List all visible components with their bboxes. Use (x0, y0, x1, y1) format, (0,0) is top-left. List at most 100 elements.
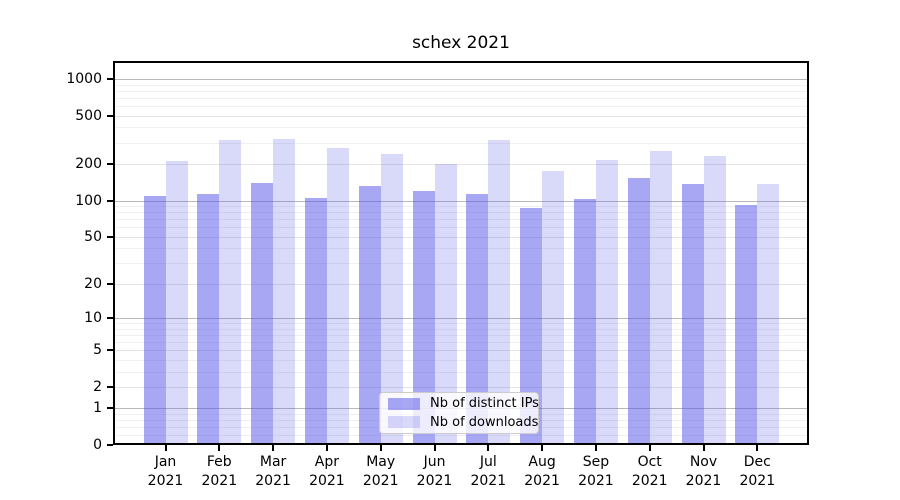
x-tick-label-nov-2021: Nov 2021 (685, 454, 722, 489)
y-tick-label-1: 1 (93, 400, 102, 417)
y-tick-label-500: 500 (75, 107, 102, 124)
y-tick-mark-20 (107, 282, 113, 285)
y-tick-label-5: 5 (93, 342, 102, 359)
gridline-1000 (113, 78, 809, 80)
y-tick-mark-1 (107, 407, 113, 410)
y-tick-label-200: 200 (75, 156, 102, 172)
bar-nb-of-distinct-ips-jan-2021 (143, 195, 166, 445)
x-tick-mark-dec-2021 (756, 445, 759, 451)
gridline-900 (113, 84, 809, 86)
bar-nb-of-distinct-ips-aug-2021 (520, 208, 543, 445)
x-tick-label-jan-2021: Jan 2021 (147, 454, 184, 489)
gridline-80 (113, 212, 809, 214)
gridline-10 (113, 318, 809, 319)
x-tick-mark-feb-2021 (218, 445, 221, 451)
bar-nb-of-downloads-feb-2021 (219, 139, 242, 445)
gridline-40 (113, 248, 809, 250)
gridline-800 (113, 90, 809, 92)
gridline-30 (113, 263, 809, 265)
bar-nb-of-downloads-jan-2021 (165, 160, 188, 445)
bar-nb-of-downloads-jul-2021 (488, 139, 511, 445)
y-tick-label-2: 2 (93, 378, 102, 395)
gridline-400 (113, 127, 809, 129)
x-tick-mark-jan-2021 (164, 445, 167, 451)
x-tick-label-jun-2021: Jun 2021 (416, 454, 453, 489)
bar-nb-of-distinct-ips-apr-2021 (304, 197, 327, 445)
bar-nb-of-distinct-ips-nov-2021 (681, 183, 704, 445)
bar-nb-of-downloads-dec-2021 (757, 184, 780, 445)
y-tick-label-1000: 1000 (66, 70, 102, 87)
x-tick-mark-apr-2021 (325, 445, 328, 451)
x-tick-mark-may-2021 (379, 445, 382, 451)
bar-nb-of-distinct-ips-mar-2021 (251, 183, 274, 445)
bar-nb-of-downloads-mar-2021 (273, 138, 296, 445)
y-tick-mark-200 (107, 163, 113, 165)
gridline-9 (113, 323, 809, 324)
gridline-50 (113, 236, 809, 238)
bar-nb-of-distinct-ips-dec-2021 (735, 205, 758, 445)
chart-title: schex 2021 (412, 33, 510, 53)
legend-row-downloads: Nb of downloads (388, 415, 538, 431)
x-tick-mark-mar-2021 (272, 445, 275, 451)
x-tick-mark-jun-2021 (433, 445, 436, 451)
x-tick-label-dec-2021: Dec 2021 (739, 454, 776, 489)
y-tick-mark-1000 (107, 77, 113, 80)
x-tick-mark-sep-2021 (594, 445, 597, 451)
gridline-70 (113, 219, 809, 221)
x-tick-label-may-2021: May 2021 (362, 454, 399, 489)
bar-nb-of-downloads-sep-2021 (595, 159, 618, 445)
legend-label-distinct-ips: Nb of distinct IPs (430, 396, 539, 412)
legend-row-distinct-ips: Nb of distinct IPs (388, 396, 539, 412)
x-tick-label-feb-2021: Feb 2021 (201, 454, 238, 489)
y-tick-mark-100 (107, 199, 113, 202)
gridline-2 (113, 386, 809, 388)
y-tick-label-100: 100 (75, 192, 102, 209)
x-tick-label-oct-2021: Oct 2021 (631, 454, 668, 489)
bar-nb-of-downloads-jun-2021 (434, 163, 457, 445)
y-tick-label-20: 20 (84, 275, 102, 292)
x-tick-mark-jul-2021 (487, 445, 490, 451)
bar-nb-of-downloads-nov-2021 (703, 155, 726, 445)
gridline-6 (113, 341, 809, 343)
y-tick-label-0: 0 (93, 437, 102, 453)
bar-nb-of-distinct-ips-feb-2021 (197, 193, 220, 445)
gridline-3 (113, 371, 809, 373)
gridline-200 (113, 164, 809, 165)
y-tick-label-50: 50 (84, 228, 102, 245)
x-tick-label-jul-2021: Jul 2021 (470, 454, 507, 489)
legend-label-downloads: Nb of downloads (430, 414, 539, 430)
x-tick-label-mar-2021: Mar 2021 (255, 454, 291, 489)
y-tick-mark-50 (107, 235, 113, 238)
bar-nb-of-distinct-ips-may-2021 (358, 186, 381, 445)
bar-nb-of-downloads-oct-2021 (649, 151, 672, 445)
bar-nb-of-downloads-may-2021 (380, 154, 403, 445)
x-tick-label-apr-2021: Apr 2021 (309, 454, 345, 489)
gridline-0_2 (113, 435, 809, 437)
y-tick-mark-2 (107, 385, 113, 388)
x-tick-label-aug-2021: Aug 2021 (524, 454, 560, 489)
gridline-100 (113, 200, 809, 202)
bar-nb-of-distinct-ips-jun-2021 (412, 190, 435, 445)
bar-nb-of-distinct-ips-oct-2021 (627, 177, 650, 445)
x-tick-label-sep-2021: Sep 2021 (578, 454, 614, 489)
legend-swatch-distinct-ips-icon (388, 397, 420, 410)
legend: Nb of distinct IPs Nb of downloads (379, 392, 539, 434)
gridline-700 (113, 97, 809, 99)
gridline-600 (113, 106, 809, 107)
plot-area (113, 61, 809, 445)
bar-nb-of-downloads-aug-2021 (542, 171, 565, 445)
gridline-7 (113, 334, 809, 336)
x-tick-mark-oct-2021 (648, 445, 651, 451)
x-tick-mark-nov-2021 (702, 445, 705, 451)
y-tick-mark-10 (107, 317, 113, 319)
y-tick-mark-500 (107, 114, 113, 117)
gridline-60 (113, 227, 809, 229)
legend-swatch-downloads-icon (388, 416, 420, 429)
gridline-5 (113, 350, 809, 352)
gridline-4 (113, 359, 809, 361)
x-tick-mark-aug-2021 (541, 445, 544, 451)
bar-nb-of-downloads-apr-2021 (326, 147, 349, 445)
bar-nb-of-distinct-ips-sep-2021 (573, 199, 596, 445)
gridline-20 (113, 283, 809, 285)
